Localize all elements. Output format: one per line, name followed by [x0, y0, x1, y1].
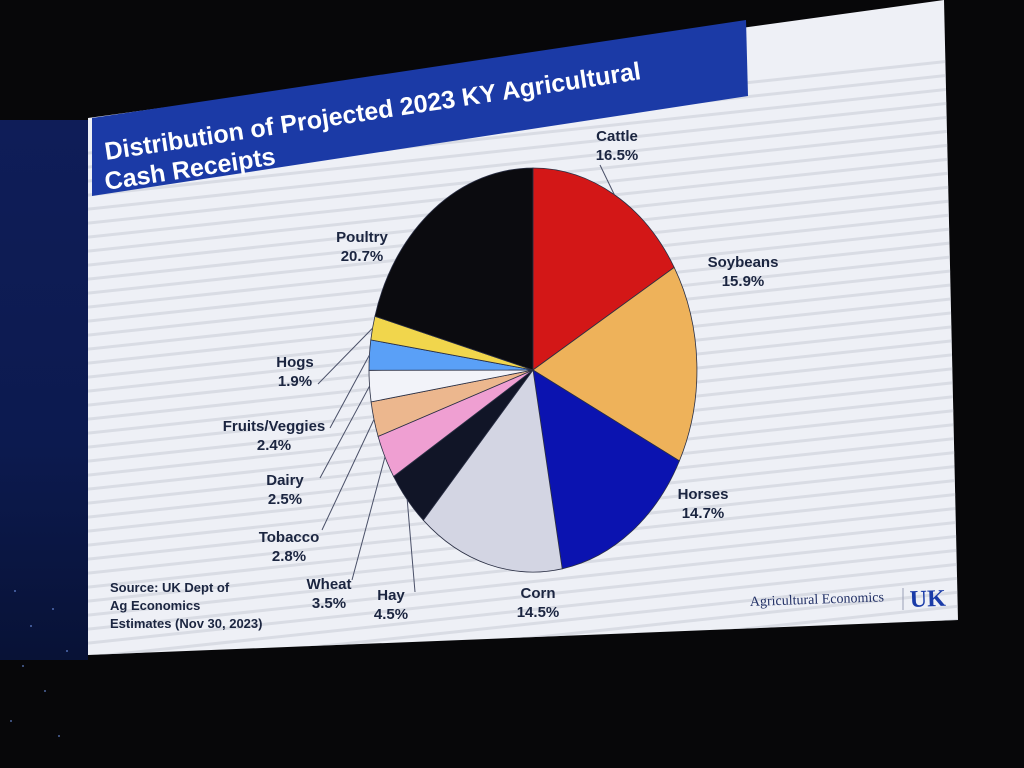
backdrop-dot [14, 590, 16, 592]
stripe-line [88, 576, 958, 655]
pie-slice-corn [422, 368, 563, 573]
slice-percent-soybeans: 15.9% [722, 273, 765, 290]
leader-line-cattle [599, 164, 615, 195]
stripe-line [88, 100, 958, 198]
leader-line-hay [406, 499, 416, 593]
leader-line-tobacco [321, 419, 375, 531]
slice-percent-wheat: 3.5% [312, 595, 346, 612]
stripe-line [80, 690, 960, 768]
source-note-line-1: Source: UK Dept of [110, 580, 230, 595]
backdrop-dot [58, 735, 60, 737]
title-bar [92, 20, 748, 196]
slice-label-corn: Corn [521, 585, 556, 602]
slice-percent-corn: 14.5% [517, 604, 560, 621]
slice-label-poultry: Poultry [336, 229, 388, 246]
leader-line-dairy [319, 385, 370, 479]
pie-slice-horses [532, 369, 680, 570]
backdrop-dot [10, 720, 12, 722]
slice-percent-fruits-veggies: 2.4% [257, 437, 291, 454]
stripe-line [88, 114, 958, 212]
stripe-line [88, 534, 958, 632]
slice-percent-hay: 4.5% [374, 606, 408, 623]
stripe-line [80, 676, 960, 768]
leader-line-hogs [317, 327, 373, 385]
pie-slice-soybeans [532, 266, 698, 462]
slice-label-horses: Horses [678, 486, 729, 503]
leader-line-fruits-veggies [329, 354, 370, 429]
backdrop-dot [22, 665, 24, 667]
slice-percent-cattle: 16.5% [596, 147, 639, 164]
uk-logo: UK [909, 586, 946, 613]
slice-percent-dairy: 2.5% [268, 491, 302, 508]
slice-label-fruits-veggies: Fruits/Veggies [223, 418, 326, 435]
slice-label-tobacco: Tobacco [259, 529, 320, 546]
slice-percent-hogs: 1.9% [278, 373, 312, 390]
slice-label-wheat: Wheat [307, 576, 352, 593]
slice-percent-horses: 14.7% [682, 505, 725, 522]
slice-label-hay: Hay [377, 587, 405, 604]
slice-label-dairy: Dairy [266, 472, 304, 489]
stripe-line [88, 562, 958, 655]
pie-slice-poultry [374, 167, 534, 371]
slice-percent-tobacco: 2.8% [272, 548, 306, 565]
leader-lines [317, 164, 615, 593]
footer-agricultural-economics: Agricultural Economics [750, 590, 885, 610]
slice-label-cattle: Cattle [596, 128, 638, 145]
backdrop-dot [66, 650, 68, 652]
slice-percent-poultry: 20.7% [341, 248, 384, 265]
slice-label-hogs: Hogs [276, 354, 314, 371]
stripe-line [80, 662, 960, 756]
stripe-line [88, 548, 958, 646]
leader-line-wheat [351, 456, 386, 581]
pie-slice-cattle [532, 167, 675, 371]
backdrop-dot [52, 608, 54, 610]
pie-chart [368, 167, 698, 573]
slice-label-soybeans: Soybeans [708, 254, 779, 271]
source-note-line-2: Ag Economics [110, 598, 200, 613]
slice-labels: Cattle 16.5% Soybeans 15.9% Horses 14.7% Corn 1… [223, 128, 779, 623]
backdrop-dot [30, 625, 32, 627]
backdrop-dot [44, 690, 46, 692]
left-backdrop-strip [0, 120, 88, 737]
stripe-line [88, 646, 958, 655]
source-note-line-3: Estimates (Nov 30, 2023) [110, 616, 262, 631]
